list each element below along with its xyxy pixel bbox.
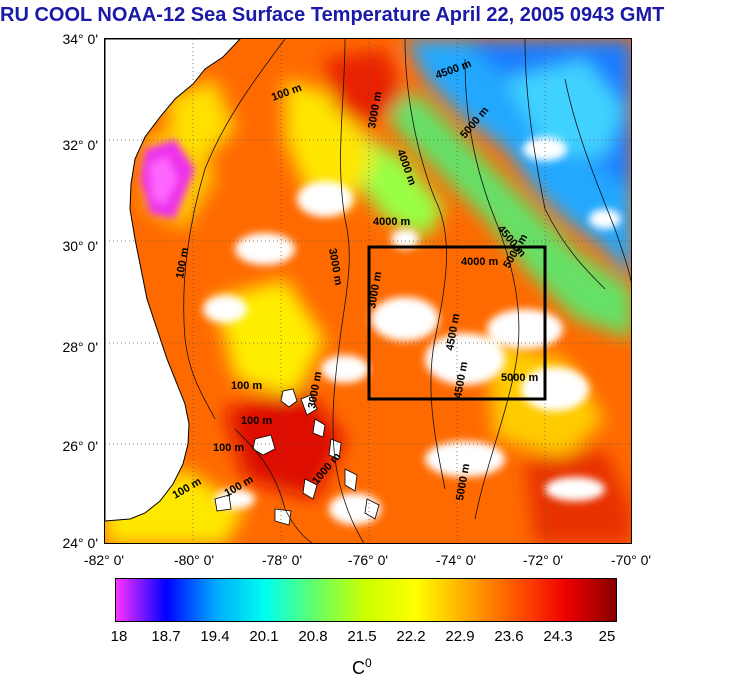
- sst-map[interactable]: 100 m 100 m 100 m 100 m 100 m 100 m 100 …: [104, 38, 632, 544]
- color-scale-bar: [115, 578, 617, 622]
- lat-label-30: 30° 0': [62, 238, 98, 254]
- map-title: RU COOL NOAA-12 Sea Surface Temperature …: [0, 4, 665, 26]
- contour-label-100m: 100 m: [231, 380, 262, 392]
- colorbar-tick-label: 22.2: [396, 628, 426, 645]
- colorbar-tick-label: 20.1: [249, 628, 279, 645]
- colorbar-tick-label: 24.3: [543, 628, 573, 645]
- colorbar-unit-base: C: [352, 658, 365, 678]
- contour-label-4000m: 4000 m: [461, 256, 499, 268]
- contour-label-100m: 100 m: [174, 247, 191, 280]
- lon-label-82: -82° 0': [83, 552, 125, 568]
- lon-label-74: -74° 0': [435, 552, 477, 568]
- contour-label-4000m: 4000 m: [373, 216, 411, 228]
- colorbar-tick-label: 25: [598, 628, 616, 645]
- lat-label-32: 32° 0': [62, 137, 98, 153]
- lat-label-34: 34° 0': [62, 31, 98, 47]
- lon-label-78: -78° 0': [261, 552, 303, 568]
- land-mainland: [105, 39, 241, 522]
- colorbar-tick-label: 21.5: [347, 628, 377, 645]
- colorbar-tick-label: 18: [110, 628, 128, 645]
- lon-label-72: -72° 0': [522, 552, 564, 568]
- lon-label-80: -80° 0': [173, 552, 215, 568]
- contour-label-5000m: 5000 m: [501, 372, 539, 384]
- lat-label-24: 24° 0': [62, 535, 98, 551]
- lon-label-76: -76° 0': [347, 552, 389, 568]
- bathymetry-contours: [183, 39, 631, 543]
- colorbar-tick-label: 20.8: [298, 628, 328, 645]
- bahamas-islands: [214, 388, 380, 526]
- colorbar-tick-label: 18.7: [151, 628, 181, 645]
- study-area-box[interactable]: [367, 245, 547, 401]
- lat-label-28: 28° 0': [62, 339, 98, 355]
- colorbar-unit-sup: 0: [365, 656, 372, 670]
- lon-label-70: -70° 0': [610, 552, 652, 568]
- contour-label-100m: 100 m: [241, 415, 272, 427]
- contour-label-100m: 100 m: [213, 442, 244, 454]
- colorbar-tick-label: 22.9: [445, 628, 475, 645]
- colorbar-tick-label: 19.4: [200, 628, 230, 645]
- colorbar-tick-label: 23.6: [494, 628, 524, 645]
- colorbar-unit: C0: [352, 656, 372, 679]
- lat-label-26: 26° 0': [62, 438, 98, 454]
